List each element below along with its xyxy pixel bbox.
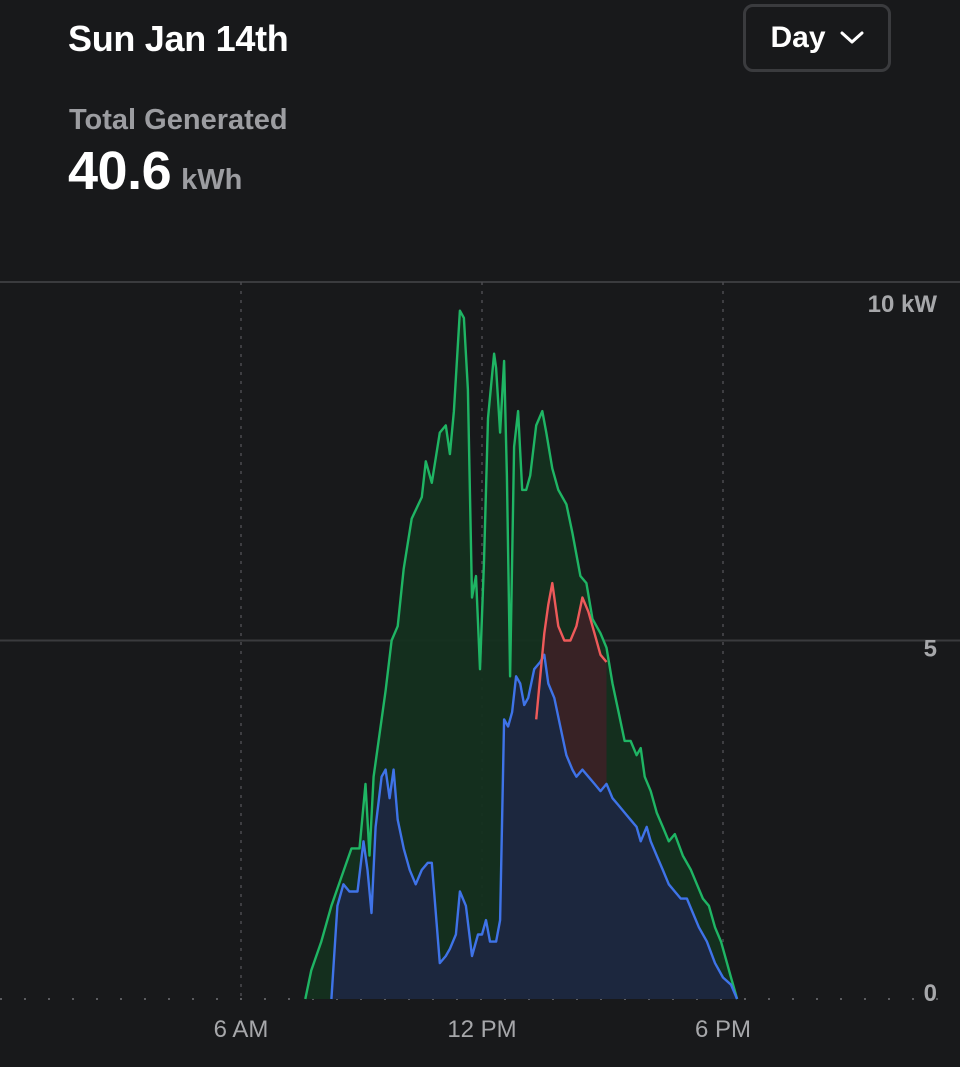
power-chart[interactable]: 10 kW 5 0 6 AM 12 PM 6 PM: [0, 270, 960, 1067]
red-series-area: [536, 583, 607, 792]
x-tick-label: 12 PM: [447, 1016, 516, 1043]
chart-areas: [305, 310, 738, 999]
blue-series-line: [330, 653, 739, 1000]
y-tick-label: 0: [924, 980, 937, 1007]
chart-lines: [304, 309, 739, 1000]
date-title: Sun Jan 14th: [68, 18, 289, 59]
red-series-line: [535, 581, 608, 720]
period-select-value: Day: [770, 21, 826, 54]
chevron-down-icon: [840, 31, 864, 44]
chart-ticks: 10 kW 5 0 6 AM 12 PM 6 PM: [214, 291, 938, 1043]
total-generated-value: 40.6 kWh: [68, 140, 242, 202]
green-series-line: [304, 309, 739, 1000]
y-tick-label: 10 kW: [868, 291, 938, 318]
total-generated-unit: kWh: [181, 164, 243, 196]
x-tick-label: 6 PM: [695, 1016, 751, 1043]
period-select[interactable]: Day: [743, 4, 891, 72]
blue-series-area: [331, 654, 738, 999]
y-tick-label: 5: [924, 636, 937, 663]
x-tick-label: 6 AM: [214, 1016, 269, 1043]
total-generated-number: 40.6: [68, 141, 172, 201]
total-generated-label: Total Generated: [69, 104, 288, 136]
